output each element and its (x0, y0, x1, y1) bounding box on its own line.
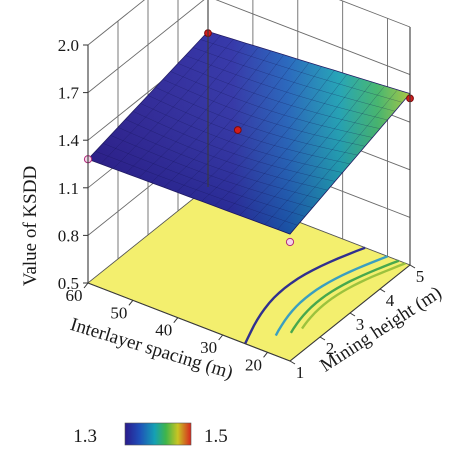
z-tick-label: 0.5 (58, 274, 79, 293)
contour-line (301, 262, 406, 330)
x-tick (83, 282, 89, 289)
floor-contours (244, 246, 406, 345)
surface-mesh-line (147, 95, 351, 165)
surface-mesh-line (264, 85, 385, 225)
colorbar-max-label: 1.5 (204, 426, 228, 447)
x-tick (128, 300, 134, 306)
z-tick-label: 1.1 (58, 179, 79, 198)
x-tick-label: 50 (110, 303, 127, 322)
y-tick (319, 336, 326, 341)
surface-mesh-line (132, 111, 336, 182)
z-tick-label: 2.0 (58, 36, 79, 55)
surface-mesh-line (185, 55, 388, 121)
z-axis-title: Value of KSDD (20, 166, 41, 286)
surface-mesh-line (140, 103, 343, 173)
y-tick (409, 264, 416, 269)
y-tick-label: 1 (296, 363, 305, 382)
surface-mesh-line (251, 81, 373, 221)
colorbar-gradient (124, 422, 192, 446)
surface-mesh-line (95, 151, 298, 226)
y-tick-label: 4 (386, 291, 395, 310)
x-tick-label: 40 (155, 321, 172, 340)
x-tick-label: 30 (200, 338, 217, 357)
response-surface (87, 31, 411, 235)
y-tick (289, 360, 296, 365)
y-tick-label: 2 (326, 339, 335, 358)
surface-mesh-line (155, 87, 358, 156)
surface-mesh-line (214, 70, 335, 207)
surface-mesh-line (125, 119, 328, 191)
y-tick (379, 288, 386, 293)
y-tick (349, 312, 356, 317)
y-tick-label: 3 (356, 315, 365, 334)
surface-mesh-line (170, 71, 373, 138)
surface-mesh-line (100, 35, 221, 165)
x-tick (263, 352, 268, 358)
surface-mesh-line (177, 63, 381, 129)
surface-mesh-line (239, 77, 360, 216)
colorbar: 1.3 1.5 (73, 422, 228, 447)
contour-line (274, 255, 389, 337)
x-tick-label: 60 (66, 286, 83, 305)
surface-mesh-line (162, 79, 366, 147)
surface-mesh-line (201, 66, 322, 202)
surface-mesh-line (277, 89, 398, 230)
x-tick (173, 317, 179, 323)
contour-line (244, 246, 366, 345)
surface-mesh-line (192, 47, 396, 112)
z-tick-label: 1.4 (58, 131, 80, 150)
design-point (285, 237, 295, 247)
x-tick-label: 20 (245, 355, 262, 374)
z-tick-label: 0.8 (58, 226, 79, 245)
surface-mesh-line (110, 135, 313, 208)
surface-mesh-line (117, 127, 321, 200)
contour-line (289, 259, 400, 334)
surface-mesh-line (102, 143, 306, 217)
surface-mesh-line (125, 43, 247, 174)
surface-mesh-line (138, 46, 259, 179)
surface-mesh-line (188, 62, 310, 197)
z-tick-label: 1.7 (58, 84, 80, 103)
surface-shading (88, 31, 410, 235)
design-point (233, 126, 242, 134)
surface-mesh-line (150, 50, 272, 183)
surface-mesh-line (200, 39, 403, 103)
surface-mesh-line (113, 39, 234, 169)
axis-ticks: 2.0 1.7 1.4 1.1 0.8 0.560 50 40 30 20 1 2 3 4 5 (58, 36, 425, 382)
colorbar-min-label: 1.3 (73, 426, 97, 447)
y-tick-label: 5 (416, 267, 425, 286)
x-tick (218, 334, 224, 341)
surface-mesh-line (226, 74, 348, 211)
surface-mesh-line (163, 54, 284, 188)
